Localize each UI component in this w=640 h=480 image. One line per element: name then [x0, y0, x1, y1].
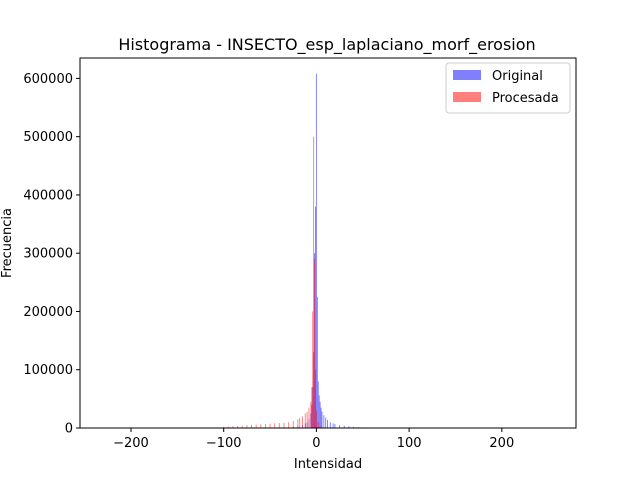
bar-procesada [311, 387, 313, 428]
y-axis-ticks: 0 100000 200000 300000 400000 500000 600000 [23, 72, 80, 437]
chart-title: Histograma - INSECTO_esp_laplaciano_morf… [118, 35, 535, 55]
bar-original [320, 407, 322, 428]
y-tick-label: 300000 [23, 247, 73, 262]
bar-procesada [283, 422, 285, 428]
bar-procesada [319, 426, 321, 428]
bar-procesada [302, 416, 303, 428]
bar-original [348, 426, 350, 428]
x-axis-label: Intensidad [294, 457, 362, 472]
bar-procesada [264, 423, 266, 428]
bar-procesada [288, 422, 290, 428]
plot-frame [79, 57, 577, 429]
y-tick-label: 500000 [23, 130, 73, 145]
bar-original [316, 296, 318, 428]
bar-procesada [314, 259, 316, 428]
bar-original [318, 395, 320, 428]
bar-original [317, 381, 319, 428]
series-original [288, 73, 364, 428]
bar-procesada [223, 426, 225, 428]
y-tick-label: 0 [65, 422, 73, 437]
bar-procesada [308, 407, 310, 428]
bar-procesada [315, 369, 316, 428]
bar-procesada [255, 424, 257, 428]
bar-original [353, 426, 354, 428]
legend: Original Procesada [445, 62, 571, 114]
x-axis-ticks: −200 −100 0 100 200 [113, 428, 514, 451]
bars-layer [223, 73, 364, 428]
legend-swatch-original [453, 70, 481, 80]
bar-original [343, 425, 345, 428]
bar-original [323, 415, 325, 428]
bar-procesada [297, 419, 299, 428]
x-tick-label: 100 [397, 436, 422, 451]
bar-procesada [310, 401, 312, 428]
bar-original [339, 425, 341, 428]
bar-procesada [278, 423, 280, 428]
bar-original [329, 422, 331, 428]
bar-original [319, 401, 321, 428]
bar-procesada [315, 410, 317, 428]
series-procesada [223, 136, 321, 428]
bar-procesada [312, 311, 314, 428]
x-tick-label: 0 [312, 436, 320, 451]
bar-procesada [246, 425, 248, 428]
legend-label-original: Original [492, 69, 543, 84]
bar-procesada [304, 413, 306, 428]
bar-procesada [251, 424, 252, 428]
bar-procesada [269, 423, 271, 428]
bar-original [334, 423, 336, 428]
bar-original [327, 419, 328, 428]
bar-procesada [232, 426, 234, 428]
bar-procesada [306, 411, 308, 428]
y-tick-label: 100000 [23, 363, 73, 378]
x-tick-label: 200 [489, 436, 514, 451]
y-tick-label: 200000 [23, 305, 73, 320]
bar-procesada [241, 425, 243, 428]
bar-original [315, 206, 316, 428]
y-axis-label: Frecuencia [0, 208, 15, 278]
bar-procesada [299, 418, 301, 428]
bar-procesada [313, 136, 315, 428]
bar-procesada [274, 423, 276, 428]
bar-original [332, 423, 334, 428]
x-tick-label: −200 [113, 436, 149, 451]
bar-procesada [292, 421, 294, 428]
y-tick-label: 400000 [23, 188, 73, 203]
bar-original [325, 417, 327, 428]
x-tick-label: −100 [206, 436, 242, 451]
y-tick-label: 600000 [23, 72, 73, 87]
bar-original [315, 73, 317, 428]
legend-label-procesada: Procesada [492, 91, 559, 106]
bar-procesada [317, 422, 319, 428]
bar-procesada [227, 426, 229, 428]
legend-swatch-procesada [453, 92, 481, 102]
bar-procesada [260, 424, 262, 428]
bar-original [321, 411, 323, 428]
bar-procesada [237, 425, 239, 428]
